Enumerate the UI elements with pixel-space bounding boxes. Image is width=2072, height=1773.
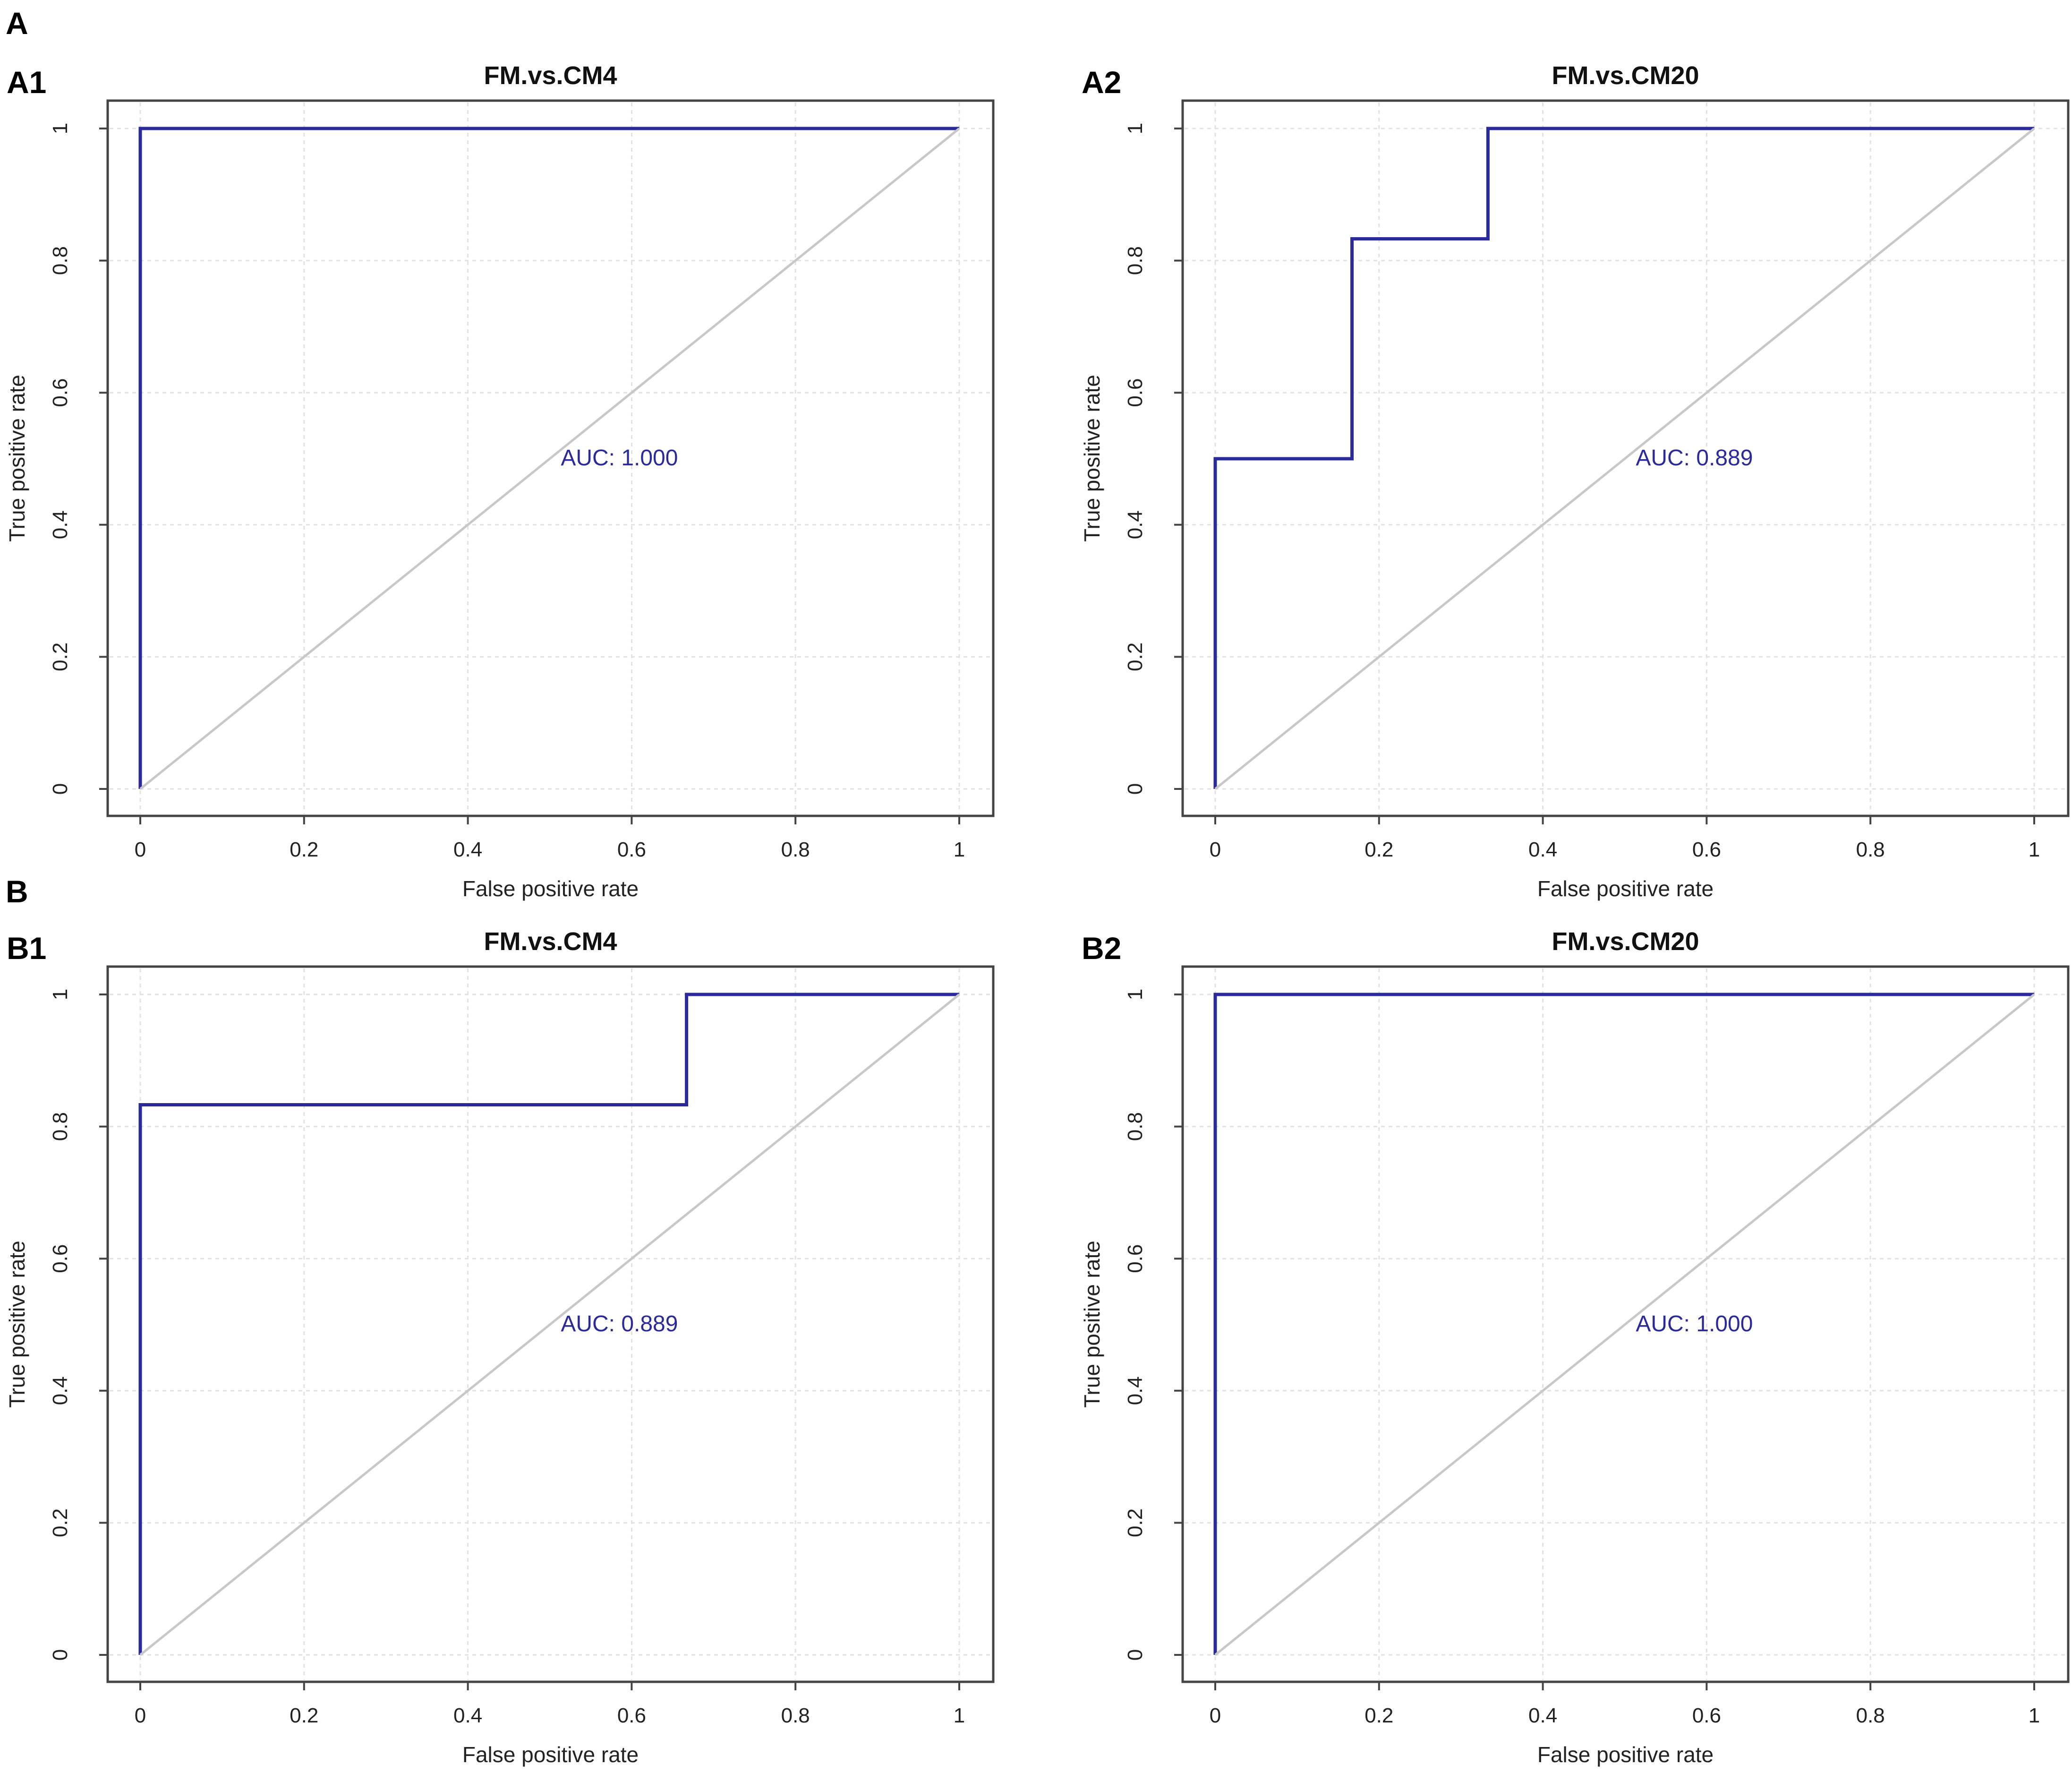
panel-b2-xtick-label: 0.2: [1364, 1704, 1393, 1727]
panel-a2-xtick-label: 1: [2029, 838, 2040, 861]
panel-a2-xtick-label: 0: [1210, 838, 1221, 861]
panels: 0 0.2 0.4 0.6 0.8 1 0 0.2 0.4 0.6 0.8 1 False positi…: [5, 61, 2070, 1767]
panel-b1-ytick-label: 1: [49, 989, 72, 1000]
panel-a2-xtick-label: 0.6: [1692, 838, 1721, 861]
panel-b2-ytick-label: 0.8: [1124, 1112, 1147, 1141]
panel-a1-xtick-label: 0: [135, 838, 146, 861]
panel-a1-roc-curve: [138, 127, 959, 789]
panel-a2-ytick-label: 0.6: [1124, 378, 1147, 407]
panel-b1-ytick-label: 0.2: [49, 1508, 72, 1537]
panel-b2-label: B2: [1082, 931, 1121, 966]
panel-b2-ylabel: True positive rate: [1080, 1241, 1104, 1408]
panel-a2: 0 0.2 0.4 0.6 0.8 1 0 0.2 0.4 0.6 0.8 1 False positi…: [1080, 61, 2070, 901]
panel-b1-chance-line: [139, 994, 960, 1656]
panel-a2-ytick-label: 1: [1124, 123, 1147, 134]
panel-b2-ytick-label: 1: [1124, 989, 1147, 1000]
panel-a1-xlabel: False positive rate: [462, 876, 639, 901]
panel-b2: 0 0.2 0.4 0.6 0.8 1 0 0.2 0.4 0.6 0.8 1 False positi…: [1080, 927, 2070, 1767]
panel-a2-ytick-label: 0: [1124, 783, 1147, 795]
panel-b1-ytick-label: 0.4: [49, 1376, 72, 1405]
panel-a1-auc-annotation: AUC: 1.000: [561, 445, 678, 471]
panel-a2-xtick-label: 0.4: [1528, 838, 1557, 861]
panel-b1-xlabel: False positive rate: [462, 1742, 639, 1767]
panel-a1-ytick-label: 0: [49, 783, 72, 795]
panel-a2-plot-frame: [1181, 99, 2070, 817]
panel-a1-ytick-label: 0.2: [49, 642, 72, 671]
panel-b2-plot-frame: [1181, 965, 2070, 1683]
panel-a2-ytick-label: 0.2: [1124, 642, 1147, 671]
panel-a2-ylabel: True positive rate: [1080, 375, 1104, 542]
panel-b2-ytick-label: 0.2: [1124, 1508, 1147, 1537]
panel-a2-auc-annotation: AUC: 0.889: [1636, 445, 1753, 471]
section-label-a: A: [6, 6, 28, 41]
panel-a2-ytick-label: 0.4: [1124, 510, 1147, 539]
panel-b1: 0 0.2 0.4 0.6 0.8 1 0 0.2 0.4 0.6 0.8 1 False positi…: [5, 927, 995, 1767]
panel-b1-xtick-label: 0.4: [453, 1704, 482, 1727]
panel-b1-xtick-label: 0: [135, 1704, 146, 1727]
panel-b2-xtick-label: 0.4: [1528, 1704, 1557, 1727]
panel-b2-roc-curve: [1213, 993, 2034, 1655]
panel-a1-xtick-label: 0.2: [290, 838, 318, 861]
panel-b1-plot-frame: [106, 965, 995, 1683]
panel-b2-title: FM.vs.CM20: [1552, 927, 1699, 956]
panel-a1-ytick-label: 0.8: [49, 246, 72, 275]
panel-a1-xtick-label: 0.8: [781, 838, 810, 861]
panel-a2-xlabel: False positive rate: [1537, 876, 1714, 901]
panel-b2-xtick-label: 0.8: [1856, 1704, 1885, 1727]
panel-b2-xtick-label: 0.6: [1692, 1704, 1721, 1727]
panel-b1-ytick-label: 0.6: [49, 1244, 72, 1273]
panel-b1-ytick-label: 0: [49, 1649, 72, 1661]
panel-a1-xtick-label: 0.4: [453, 838, 482, 861]
panel-b2-xlabel: False positive rate: [1537, 1742, 1714, 1767]
panel-b1-roc-curve: [138, 993, 959, 1655]
panel-b2-xtick-label: 0: [1210, 1704, 1221, 1727]
panel-b1-auc-annotation: AUC: 0.889: [561, 1311, 678, 1336]
panel-a1-label: A1: [7, 65, 46, 100]
panel-b1-title: FM.vs.CM4: [484, 927, 617, 956]
panel-b2-ytick-label: 0.4: [1124, 1376, 1147, 1405]
panel-a2-ytick-label: 0.8: [1124, 246, 1147, 275]
panel-b1-xtick-label: 0.8: [781, 1704, 810, 1727]
panel-b1-ylabel: True positive rate: [5, 1241, 29, 1408]
panel-b1-ytick-label: 0.8: [49, 1112, 72, 1141]
panel-a1-ytick-label: 0.4: [49, 510, 72, 539]
panel-a1-title: FM.vs.CM4: [484, 61, 617, 90]
panel-b1-xtick-label: 1: [954, 1704, 965, 1727]
panel-a1-ytick-label: 0.6: [49, 378, 72, 407]
panel-b2-xtick-label: 1: [2029, 1704, 2040, 1727]
panel-a2-xtick-label: 0.2: [1364, 838, 1393, 861]
panel-b1-xtick-label: 0.6: [617, 1704, 646, 1727]
panel-a1-ytick-label: 1: [49, 123, 72, 134]
panel-a1-ylabel: True positive rate: [5, 375, 29, 542]
panel-a2-label: A2: [1082, 65, 1121, 100]
panel-a2-xtick-label: 0.8: [1856, 838, 1885, 861]
panel-b2-ytick-label: 0: [1124, 1649, 1147, 1661]
section-label-b: B: [6, 874, 28, 909]
panel-b2-ytick-label: 0.6: [1124, 1244, 1147, 1273]
panel-b2-auc-annotation: AUC: 1.000: [1636, 1311, 1753, 1336]
panel-b1-label: B1: [7, 931, 46, 966]
panel-b2-chance-line: [1214, 994, 2035, 1656]
panel-a1: 0 0.2 0.4 0.6 0.8 1 0 0.2 0.4 0.6 0.8 1 False positi…: [5, 61, 995, 901]
panel-a1-chance-line: [139, 128, 960, 790]
panel-a1-plot-frame: [106, 99, 995, 817]
panel-a2-chance-line: [1214, 128, 2035, 790]
panel-b1-xtick-label: 0.2: [290, 1704, 318, 1727]
panel-a2-title: FM.vs.CM20: [1552, 61, 1699, 90]
panel-a1-xtick-label: 1: [954, 838, 965, 861]
panel-a2-roc-curve: [1213, 127, 2034, 789]
panel-a1-xtick-label: 0.6: [617, 838, 646, 861]
